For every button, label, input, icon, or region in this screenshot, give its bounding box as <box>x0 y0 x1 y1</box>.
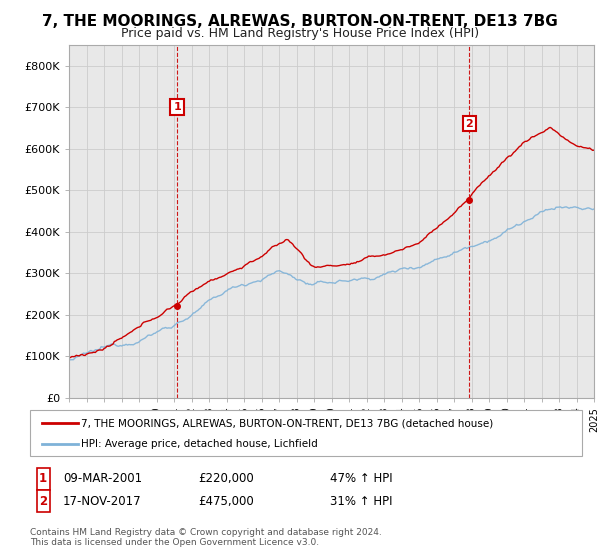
Text: 09-MAR-2001: 09-MAR-2001 <box>63 472 142 486</box>
Text: 7, THE MOORINGS, ALREWAS, BURTON-ON-TRENT, DE13 7BG (detached house): 7, THE MOORINGS, ALREWAS, BURTON-ON-TREN… <box>81 418 493 428</box>
Text: £220,000: £220,000 <box>198 472 254 486</box>
Text: 7, THE MOORINGS, ALREWAS, BURTON-ON-TRENT, DE13 7BG: 7, THE MOORINGS, ALREWAS, BURTON-ON-TREN… <box>42 14 558 29</box>
Text: 1: 1 <box>173 102 181 112</box>
Text: Contains HM Land Registry data © Crown copyright and database right 2024.
This d: Contains HM Land Registry data © Crown c… <box>30 528 382 547</box>
Text: 31% ↑ HPI: 31% ↑ HPI <box>330 494 392 508</box>
Text: £475,000: £475,000 <box>198 494 254 508</box>
Text: 2: 2 <box>39 494 47 508</box>
Text: 1: 1 <box>39 472 47 486</box>
Text: HPI: Average price, detached house, Lichfield: HPI: Average price, detached house, Lich… <box>81 438 318 449</box>
Text: 47% ↑ HPI: 47% ↑ HPI <box>330 472 392 486</box>
Text: 17-NOV-2017: 17-NOV-2017 <box>63 494 142 508</box>
Text: Price paid vs. HM Land Registry's House Price Index (HPI): Price paid vs. HM Land Registry's House … <box>121 27 479 40</box>
Text: 2: 2 <box>466 119 473 129</box>
